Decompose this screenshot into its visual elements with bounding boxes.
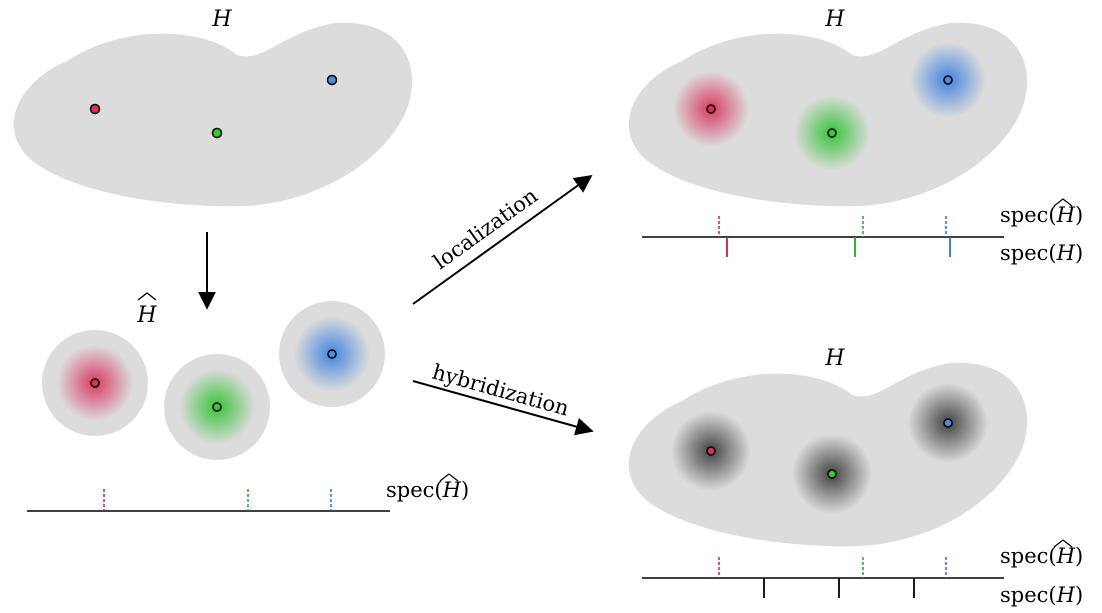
label-H-original: H — [211, 7, 232, 32]
hyb-green-dot — [827, 469, 837, 479]
hyb-spec-Hhat-label: spec(H) — [1000, 539, 1083, 568]
loc-green-dot — [827, 128, 837, 138]
site-red-dot — [89, 103, 101, 115]
svg-text:spec(H): spec(H) — [386, 478, 469, 502]
localization-label: localization — [429, 183, 542, 274]
hat-accent — [137, 292, 157, 301]
hybridization-label: hybridization — [430, 360, 572, 421]
localization-arrow — [412, 174, 593, 305]
site-green-dot — [211, 127, 223, 139]
panel-hybridization: H spec(H) spec(H) — [628, 346, 1083, 607]
island-blue-dot — [327, 349, 337, 359]
hybridization-arrow — [412, 380, 594, 436]
label-Hhat: H — [136, 303, 157, 328]
label-H-hybridization: H — [824, 346, 845, 371]
island-green-dot — [212, 402, 222, 412]
loc-spec-H-label: spec(H) — [1000, 241, 1083, 265]
loc-blue-dot — [943, 75, 953, 85]
spec-Hhat-label: spec(H) — [386, 473, 469, 502]
hyb-blue-dot — [943, 418, 953, 428]
svg-text:spec(H): spec(H) — [1000, 544, 1083, 568]
hyb-red-dot — [706, 446, 716, 456]
loc-red-dot — [706, 104, 716, 114]
panel-original-H: H — [13, 7, 413, 207]
island-red-dot — [90, 378, 100, 388]
panel-decoupled-Hhat: H spec(H) — [27, 292, 469, 512]
loc-spec-Hhat-label: spec(H) — [1000, 198, 1083, 227]
hyb-spec-H-label: spec(H) — [1000, 583, 1083, 607]
site-blue-dot — [326, 74, 338, 86]
blob-H-original — [13, 22, 413, 207]
label-H-localization: H — [824, 7, 845, 32]
panel-localization: H spec(H) spec(H) — [628, 7, 1083, 265]
svg-text:spec(H): spec(H) — [1000, 203, 1083, 227]
